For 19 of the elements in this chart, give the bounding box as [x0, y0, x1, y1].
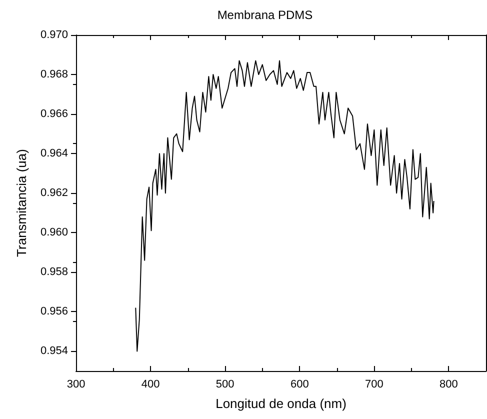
y-tick-label: 0.964 — [40, 148, 68, 160]
y-tick-label: 0.968 — [40, 68, 68, 81]
line-series — [135, 60, 434, 352]
x-tick-label: 800 — [440, 378, 458, 390]
y-tick-label: 0.954 — [40, 345, 68, 358]
x-axis-title: Longitud de onda (nm) — [216, 396, 346, 411]
y-tick-label: 0.962 — [40, 187, 68, 200]
y-tick-label: 0.966 — [40, 108, 68, 120]
x-tick-label: 300 — [66, 378, 86, 390]
x-tick-label: 600 — [290, 378, 309, 390]
x-tick-label: 500 — [216, 378, 234, 390]
y-tick-label: 0.956 — [40, 306, 68, 318]
chart-title: Membrana PDMS — [217, 8, 313, 22]
y-tick-label: 0.958 — [40, 266, 68, 278]
y-axis-title: Transmitancia (ua) — [14, 149, 29, 257]
x-tick-label: 700 — [365, 378, 384, 390]
y-tick-label: 0.970 — [40, 29, 68, 41]
y-tick-label: 0.960 — [40, 226, 68, 239]
x-tick-label: 400 — [141, 378, 160, 390]
